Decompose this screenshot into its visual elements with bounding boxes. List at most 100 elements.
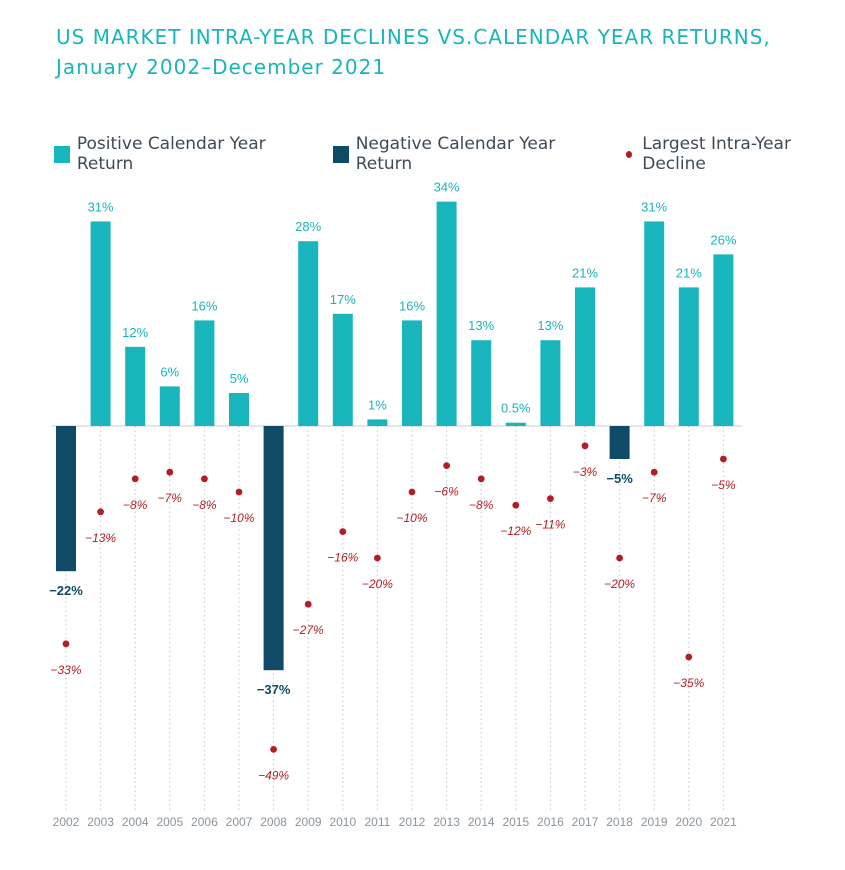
year-tick-label: 2019 [641,815,668,829]
decline-label: −35% [673,676,704,690]
year-tick-label: 2015 [502,815,529,829]
legend-label-negative: Negative Calendar Year Return [355,134,556,174]
return-label: 21% [572,265,598,280]
decline-dot [547,495,554,502]
decline-label: −33% [50,663,81,677]
return-bar [575,287,595,426]
return-label: 0.5% [501,401,531,416]
return-label: −37% [257,682,291,697]
return-bar [402,320,422,426]
return-bar [436,201,457,426]
decline-label: −7% [158,491,183,505]
chart-legend: Positive Calendar Year Return Negative C… [54,134,845,174]
legend-label-positive: Positive Calendar Year Return [76,134,266,174]
return-label: 13% [537,318,563,333]
return-label: 21% [676,265,702,280]
decline-label: −13% [85,531,116,545]
return-bar [125,346,146,426]
year-tick-label: 2016 [537,815,564,829]
decline-label: −6% [434,485,459,499]
return-bar [56,426,76,572]
year-tick-label: 2007 [226,815,253,829]
return-bar [644,221,665,426]
return-bar [505,422,526,426]
decline-label: −16% [327,551,358,565]
legend-swatch-negative [332,145,349,163]
decline-label: −11% [535,518,565,532]
return-label: 6% [160,364,179,379]
year-tick-label: 2011 [364,815,390,829]
return-bar [471,340,492,426]
return-label: 31% [88,199,114,214]
decline-dot [685,653,693,661]
decline-label: −7% [642,491,667,505]
decline-dot [443,462,450,469]
return-label: 12% [122,325,148,340]
decline-dot [339,528,347,535]
decline-dot [512,501,520,509]
year-tick-label: 2002 [53,815,80,829]
decline-dot [235,488,243,496]
return-label: 1% [368,397,387,412]
decline-label: −27% [293,623,324,637]
chart-title-line1: US MARKET INTRA-YEAR DECLINES VS.CALENDA… [56,25,771,49]
return-label: 16% [191,298,217,313]
year-tick-label: 2021 [710,815,737,829]
decline-dot [62,640,70,648]
return-label: 5% [230,371,249,386]
legend-swatch-decline [625,150,633,158]
legend-swatch-positive [54,145,70,163]
chart-title: US MARKET INTRA-YEAR DECLINES VS.CALENDA… [56,22,771,82]
year-tick-label: 2005 [156,815,183,829]
return-label: 13% [468,318,494,333]
decline-dot [616,554,623,562]
return-label: −22% [49,583,83,598]
legend-item-negative: Negative Calendar Year Return [332,134,600,174]
decline-dot [201,475,208,483]
year-tick-label: 2020 [675,815,702,829]
decline-dot [131,475,139,483]
year-tick-label: 2018 [606,815,633,829]
year-tick-label: 2013 [433,815,460,829]
legend-item-decline: Largest Intra-Year Decline [622,134,845,174]
decline-label: −12% [500,524,531,538]
year-tick-label: 2010 [329,815,356,829]
decline-dot [477,475,485,483]
return-bar [298,241,319,426]
return-label: 17% [330,292,356,307]
year-tick-label: 2008 [260,815,287,829]
year-tick-label: 2009 [295,815,322,829]
decline-label: −8% [469,498,494,512]
year-tick-label: 2004 [122,815,149,829]
legend-item-positive: Positive Calendar Year Return [54,134,311,174]
decline-label: −5% [711,478,736,492]
return-label: 34% [434,180,460,195]
return-bar [159,386,180,426]
decline-dot [720,455,727,463]
return-bar [713,254,734,426]
year-tick-label: 2014 [468,815,495,829]
year-tick-label: 2012 [399,815,426,829]
decline-dot [650,468,658,476]
decline-label: −10% [396,511,427,525]
decline-dot [97,508,104,516]
decline-label: −20% [604,577,635,591]
decline-label: −20% [362,577,393,591]
return-label: 16% [399,298,425,313]
legend-label-decline: Largest Intra-Year Decline [642,134,791,174]
return-label: 31% [641,199,667,214]
decline-label: −49% [258,768,289,782]
return-bar [194,320,215,426]
decline-dot [304,600,312,608]
return-label: −5% [606,471,633,486]
year-tick-label: 2006 [191,815,218,829]
return-bar [263,426,284,671]
decline-label: −3% [573,465,598,479]
chart-subtitle: January 2002–December 2021 [56,55,387,79]
decline-dot [408,488,416,496]
return-bar [332,313,353,426]
return-bar [229,393,249,426]
decline-dot [581,442,589,450]
year-tick-label: 2003 [87,815,114,829]
decline-label: −8% [123,498,148,512]
